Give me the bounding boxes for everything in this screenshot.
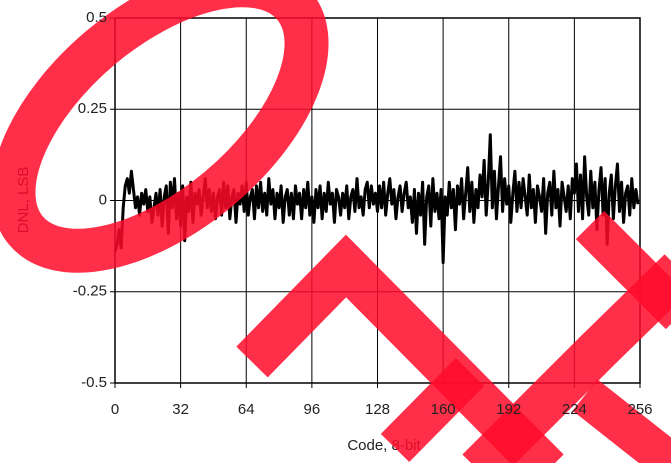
x-tick-label: 64 xyxy=(238,401,255,418)
plot-border xyxy=(114,17,641,384)
watermark-f-arm xyxy=(572,379,671,463)
y-tick-label: -0.5 xyxy=(81,374,107,391)
watermark-f xyxy=(236,234,564,463)
x-tick-label: 0 xyxy=(111,401,119,418)
x-tick-label: 160 xyxy=(431,401,456,418)
watermark-o xyxy=(0,0,329,273)
y-tick-label: -0.25 xyxy=(73,283,107,300)
y-tick-label: 0 xyxy=(99,191,107,208)
x-tick-label: 128 xyxy=(365,401,390,418)
y-tick-label: 0.25 xyxy=(78,100,107,117)
x-tick-label: 32 xyxy=(172,401,189,418)
y-tick-label: 0.5 xyxy=(86,9,107,26)
x-tick-label: 96 xyxy=(304,401,321,418)
watermark-f-arm xyxy=(575,210,671,330)
x-tick-label: 192 xyxy=(496,401,521,418)
x-tick-label: 256 xyxy=(627,401,652,418)
watermark-f-arm xyxy=(380,357,485,463)
x-tick-label: 224 xyxy=(562,401,587,418)
